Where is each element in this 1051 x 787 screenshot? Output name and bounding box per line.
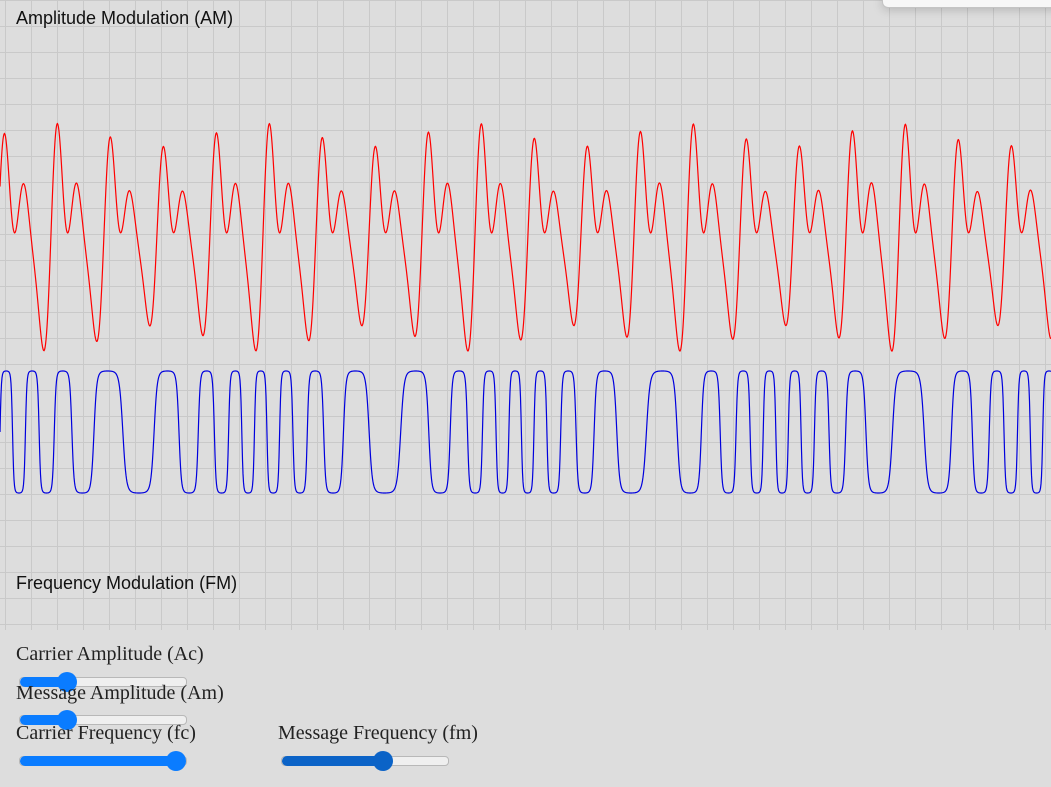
carrier-amplitude-label: Carrier Amplitude (Ac) xyxy=(16,643,204,665)
am-panel-title: Amplitude Modulation (AM) xyxy=(16,8,234,28)
slider-thumb[interactable] xyxy=(56,710,77,730)
carrier-amplitude-slider[interactable] xyxy=(19,672,187,692)
waveform-canvas xyxy=(0,122,1051,494)
fm-panel-title: Frequency Modulation (FM) xyxy=(16,573,238,593)
message-amplitude-label: Message Amplitude (Am) xyxy=(16,682,224,704)
message-amplitude-slider[interactable] xyxy=(19,710,187,730)
slider-fill xyxy=(20,715,67,725)
plot-area: Amplitude Modulation (AM) Frequency Modu… xyxy=(0,0,1051,630)
am-waveform xyxy=(0,122,1051,352)
slider-fill xyxy=(282,756,383,766)
corner-popup xyxy=(882,0,1051,8)
slider-fill xyxy=(20,756,176,766)
carrier-frequency-slider[interactable] xyxy=(19,751,187,771)
message-frequency-label: Message Frequency (fm) xyxy=(278,722,478,744)
fm-waveform xyxy=(0,370,1051,494)
slider-thumb[interactable] xyxy=(372,751,393,771)
slider-thumb[interactable] xyxy=(166,751,186,771)
carrier-frequency-label: Carrier Frequency (fc) xyxy=(16,722,196,744)
slider-fill xyxy=(20,677,67,687)
message-frequency-slider[interactable] xyxy=(281,751,449,771)
slider-thumb[interactable] xyxy=(56,672,77,692)
